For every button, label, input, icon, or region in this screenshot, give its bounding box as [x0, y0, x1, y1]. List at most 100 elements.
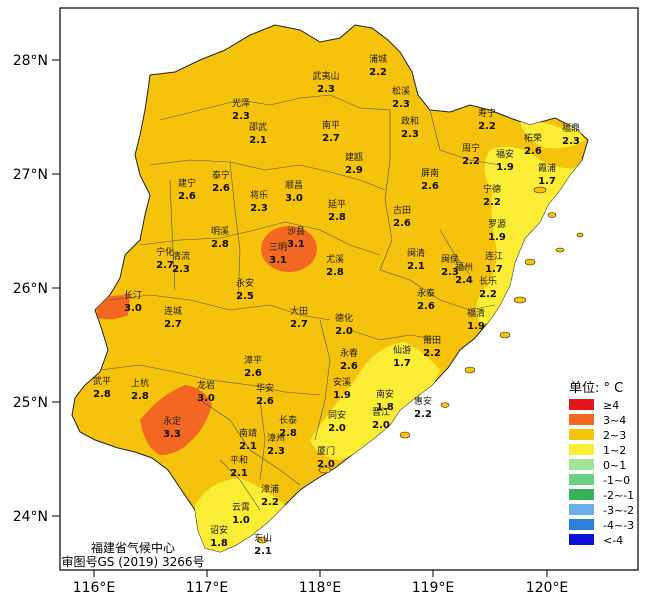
station-value: 2.7 — [322, 133, 340, 144]
station-value: 2.3 — [392, 99, 410, 110]
station-name: 屏南 — [421, 167, 439, 179]
x-tick-label: 120°E — [526, 580, 569, 595]
station-南安: 南安 1.8 — [376, 388, 394, 413]
station-莆田: 莆田 2.2 — [423, 334, 441, 359]
station-name: 永春 — [340, 347, 358, 359]
station-name: 闽侯 — [441, 253, 459, 265]
station-value: 2.3 — [562, 136, 580, 147]
station-value: 2.2 — [479, 289, 497, 300]
station-name: 安溪 — [333, 376, 351, 388]
station-value: 2.6 — [421, 181, 439, 192]
station-value: 2.1 — [230, 468, 248, 479]
station-宁化: 宁化 2.7 — [156, 246, 174, 271]
station-value: 2.6 — [212, 183, 230, 194]
station-罗源: 罗源 1.9 — [488, 219, 506, 243]
station-name: 清流 — [172, 250, 190, 262]
station-value: 2.7 — [156, 260, 174, 271]
station-name: 永定 — [163, 415, 181, 427]
station-连城: 连城 2.7 — [164, 305, 182, 330]
station-name: 漳平 — [244, 354, 262, 366]
station-寿宁: 寿宁 2.2 — [478, 107, 496, 132]
station-value: 2.8 — [279, 428, 297, 439]
station-大田: 大田 2.7 — [290, 305, 308, 330]
station-value: 1.9 — [333, 390, 351, 401]
legend-swatch — [569, 444, 594, 455]
station-屏南: 屏南 2.6 — [421, 167, 439, 192]
station-value: 2.7 — [290, 319, 308, 330]
station-value: 2.1 — [239, 441, 257, 452]
station-德化: 德化 2.0 — [335, 312, 353, 337]
station-name: 永泰 — [417, 287, 435, 299]
station-value: 3.3 — [163, 429, 181, 440]
station-明溪: 明溪 2.8 — [211, 225, 229, 250]
station-龙岩: 龙岩 3.0 — [197, 379, 215, 404]
station-name: 德化 — [335, 312, 353, 324]
station-name: 光泽 — [232, 97, 250, 109]
station-name: 连城 — [164, 305, 182, 317]
station-name: 平和 — [230, 455, 248, 466]
station-value: 2.3 — [441, 267, 459, 278]
legend-label: <-4 — [603, 534, 623, 547]
legend-swatch — [569, 519, 594, 530]
station-邵武: 邵武 2.1 — [249, 121, 267, 146]
station-name: 长汀 — [124, 289, 142, 301]
station-name: 连江 — [485, 250, 503, 262]
station-value: 2.2 — [261, 497, 279, 508]
credit-line-2: 审图号GS (2019) 3266号 — [62, 554, 205, 569]
station-name: 南安 — [376, 388, 394, 400]
legend-label: 0~1 — [603, 459, 626, 472]
station-value: 1.9 — [488, 232, 506, 243]
station-泰宁: 泰宁 2.6 — [212, 169, 230, 194]
station-name: 上杭 — [131, 377, 149, 389]
station-name: 大田 — [290, 305, 308, 317]
station-连江: 连江 1.7 — [485, 250, 503, 275]
station-name: 闽清 — [407, 247, 425, 259]
station-name: 福州 — [455, 261, 473, 273]
station-value: 2.8 — [131, 391, 149, 402]
station-name: 永安 — [236, 277, 254, 289]
station-武夷山: 武夷山 2.3 — [312, 70, 339, 95]
station-松溪: 松溪 2.3 — [392, 85, 410, 110]
station-长汀: 长汀 3.0 — [124, 289, 142, 314]
station-闽侯: 闽侯 2.3 — [441, 253, 459, 278]
station-厦门: 厦门 2.0 — [317, 445, 335, 470]
station-name: 将乐 — [250, 189, 268, 201]
station-name: 莆田 — [423, 334, 441, 346]
y-tick-label: 27°N — [13, 167, 48, 183]
station-福鼎: 福鼎 2.3 — [562, 122, 580, 147]
y-tick-label: 25°N — [13, 395, 48, 411]
station-福清: 福清 1.9 — [467, 307, 485, 332]
station-晋江: 晋江 2.0 — [372, 407, 390, 431]
station-value: 3.1 — [269, 255, 287, 266]
station-name: 福安 — [496, 148, 514, 160]
station-闽清: 闽清 2.1 — [407, 247, 425, 272]
station-name: 华安 — [256, 382, 274, 394]
station-value: 2.1 — [249, 135, 267, 146]
station-浦城: 浦城 2.2 — [369, 53, 387, 78]
station-name: 漳州 — [267, 432, 285, 444]
station-建瓯: 建瓯 2.9 — [345, 151, 363, 176]
station-政和: 政和 2.3 — [401, 115, 419, 140]
x-tick-label: 118°E — [299, 580, 342, 595]
station-value: 2.6 — [244, 368, 262, 379]
station-name: 罗源 — [488, 219, 506, 230]
station-长泰: 长泰 2.8 — [279, 414, 297, 439]
coastal-islands — [256, 186, 584, 544]
station-光泽: 光泽 2.3 — [232, 97, 250, 122]
station-name: 龙岩 — [197, 379, 215, 391]
station-name: 政和 — [401, 115, 419, 127]
station-value: 2.8 — [326, 267, 344, 278]
station-清流: 清流 2.3 — [172, 250, 190, 275]
x-axis: 116°E 117°E 118°E 119°E 120°E — [73, 570, 569, 595]
station-value: 2.0 — [372, 420, 390, 431]
station-value: 2.2 — [423, 348, 441, 359]
station-漳州: 漳州 2.3 — [267, 432, 285, 457]
station-平和: 平和 2.1 — [230, 455, 248, 479]
legend-label: -3~-2 — [603, 504, 634, 517]
station-长乐: 长乐 2.2 — [479, 275, 497, 300]
legend-title: 单位: ° C — [569, 381, 623, 396]
station-永定: 永定 3.3 — [163, 415, 181, 440]
station-柘荣: 柘荣 2.6 — [524, 132, 542, 157]
legend-swatch — [569, 399, 594, 410]
